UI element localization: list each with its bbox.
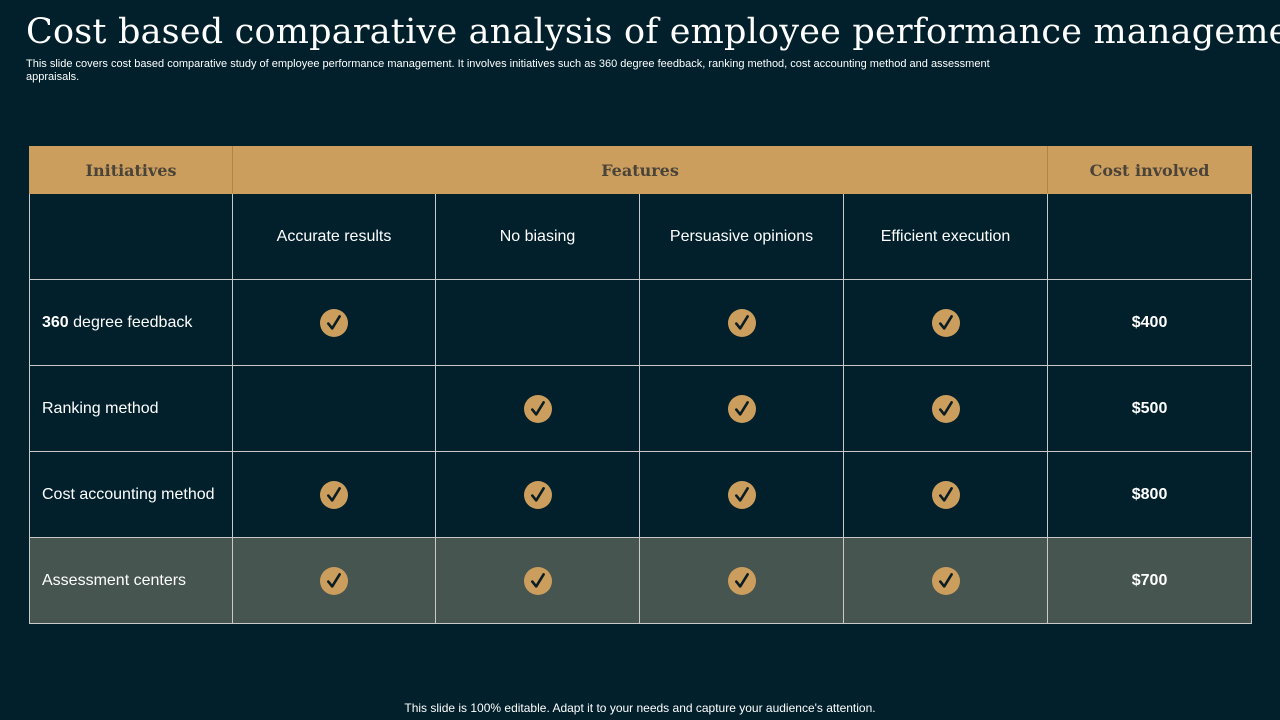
check-cell: [639, 279, 844, 366]
header-features: Features: [231, 146, 1049, 194]
check-circle-icon: [523, 480, 552, 509]
check-circle-icon: [931, 480, 960, 509]
initiative-label: Cost accounting method: [42, 485, 215, 503]
table-row: 360 degree feedback $400: [29, 279, 1253, 366]
cost-value: $700: [1047, 537, 1253, 624]
comparison-table: Initiatives Features Cost involved Accur…: [29, 146, 1253, 624]
check-cell: [639, 537, 844, 624]
empty-cell: [29, 193, 233, 280]
check-circle-icon: [523, 394, 552, 423]
initiative-prefix: 360: [42, 313, 69, 331]
check-cell: [435, 279, 640, 366]
slide-title: Cost based comparative analysis of emplo…: [26, 12, 1280, 52]
check-circle-icon: [931, 394, 960, 423]
check-cell: [232, 365, 436, 452]
feature-label-efficient-execution: Efficient execution: [842, 193, 1049, 280]
check-cell: [842, 451, 1049, 538]
slide-footer: This slide is 100% editable. Adapt it to…: [404, 701, 876, 715]
check-circle-icon: [320, 480, 348, 509]
header-cost: Cost involved: [1047, 146, 1253, 194]
check-cell: [232, 451, 436, 538]
check-circle-icon: [727, 480, 756, 509]
table-row: Cost accounting method $800: [29, 451, 1253, 538]
check-cell: [435, 365, 640, 452]
check-cell: [842, 279, 1049, 366]
feature-label-no-biasing: No biasing: [435, 193, 640, 280]
table-row: Assessment centers $700: [29, 537, 1253, 624]
check-cell: [842, 365, 1049, 452]
check-circle-icon: [523, 566, 552, 595]
cost-value: $800: [1047, 451, 1253, 538]
check-cell: [639, 451, 844, 538]
check-cell: [232, 279, 436, 366]
check-cell: [435, 537, 640, 624]
initiative-name: Cost accounting method: [29, 451, 233, 538]
initiative-name: Ranking method: [29, 365, 233, 452]
feature-label-accurate-results: Accurate results: [232, 193, 436, 280]
slide-subtitle: This slide covers cost based comparative…: [26, 58, 990, 83]
check-cell: [639, 365, 844, 452]
empty-cell: [1047, 193, 1253, 280]
check-circle-icon: [727, 394, 756, 423]
feature-label-persuasive-opinions: Persuasive opinions: [639, 193, 844, 280]
check-circle-icon: [931, 566, 960, 595]
check-circle-icon: [931, 308, 960, 337]
table-header-row: Initiatives Features Cost involved: [29, 146, 1253, 194]
initiative-label: Assessment centers: [42, 571, 187, 589]
check-circle-icon: [727, 566, 756, 595]
check-cell: [232, 537, 436, 624]
initiative-label: degree feedback: [68, 313, 193, 331]
check-circle-icon: [727, 308, 756, 337]
header-initiatives: Initiatives: [29, 146, 233, 194]
cost-value: $400: [1047, 279, 1253, 366]
feature-label-row: Accurate results No biasing Persuasive o…: [29, 193, 1253, 280]
cost-value: $500: [1047, 365, 1253, 452]
check-cell: [435, 451, 640, 538]
check-circle-icon: [320, 566, 348, 595]
initiative-label: Ranking method: [42, 399, 159, 417]
initiative-name: 360 degree feedback: [29, 279, 233, 366]
check-cell: [842, 537, 1049, 624]
check-circle-icon: [320, 308, 348, 337]
table-row: Ranking method $500: [29, 365, 1253, 452]
initiative-name: Assessment centers: [29, 537, 233, 624]
